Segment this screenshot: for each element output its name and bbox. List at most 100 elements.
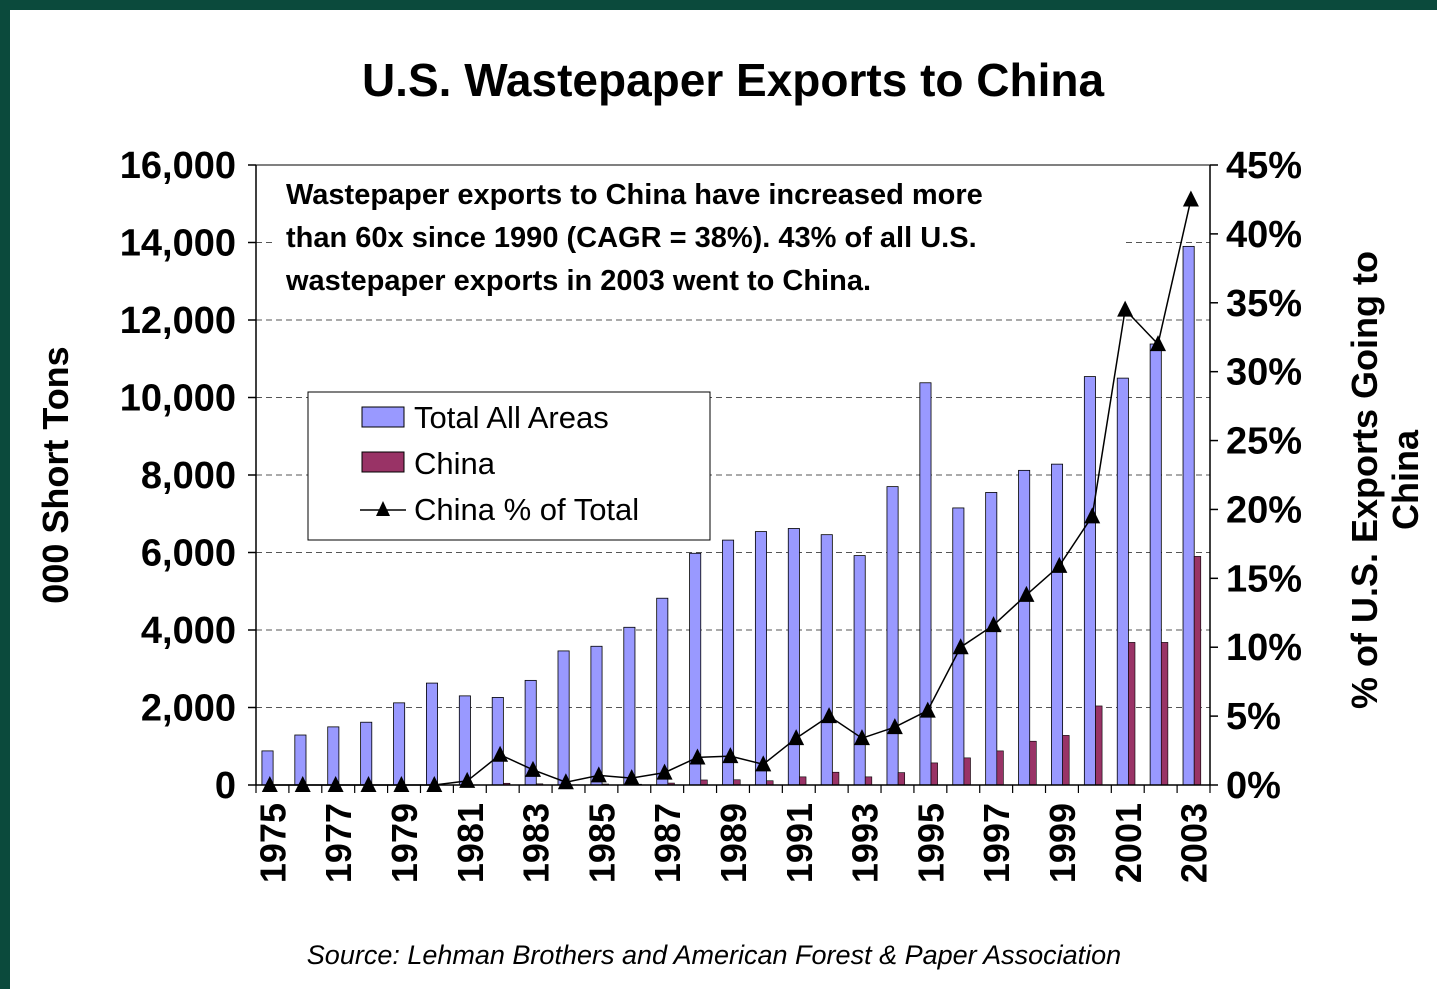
x-tick-label: 1993 bbox=[845, 803, 886, 883]
legend: Total All Areas China China % of Total bbox=[307, 391, 711, 541]
bar-total-1984 bbox=[557, 650, 570, 786]
bar-total-1976 bbox=[294, 734, 307, 786]
point-china-share-1995 bbox=[919, 701, 936, 718]
legend-label-total: Total All Areas bbox=[414, 400, 609, 435]
bar-total-1999 bbox=[1051, 463, 1064, 786]
annotation-line-2: than 60x since 1990 (CAGR = 38%). 43% of… bbox=[286, 222, 977, 254]
legend-swatch-china bbox=[361, 451, 405, 473]
bar-total-1977 bbox=[327, 726, 340, 786]
x-tick-label: 2003 bbox=[1174, 803, 1215, 883]
bar-total-1981 bbox=[458, 695, 471, 786]
legend-label-share: China % of Total bbox=[414, 492, 639, 527]
bar-china-1994 bbox=[897, 772, 906, 786]
chart-title: U.S. Wastepaper Exports to China bbox=[362, 54, 1105, 106]
point-china-share-1999 bbox=[1051, 556, 1068, 573]
x-tick-label: 1985 bbox=[581, 803, 622, 883]
annotation-line-1: Wastepaper exports to China have increas… bbox=[286, 179, 983, 211]
bar-china-2002 bbox=[1161, 642, 1169, 786]
point-china-share-1987 bbox=[656, 763, 673, 780]
bar-total-1995 bbox=[919, 382, 932, 786]
bar-china-1991 bbox=[799, 776, 807, 786]
bar-china-1993 bbox=[864, 776, 873, 786]
point-china-share-2000 bbox=[1084, 507, 1101, 524]
bar-total-1991 bbox=[787, 528, 800, 786]
y2-tick-label: 5% bbox=[1226, 696, 1281, 738]
point-china-share-2003 bbox=[1182, 190, 1199, 207]
point-china-share-1985 bbox=[590, 766, 607, 783]
point-china-share-1978 bbox=[360, 776, 377, 792]
bar-china-2000 bbox=[1095, 705, 1103, 786]
point-china-share-1982 bbox=[492, 745, 509, 762]
y2-tick-label: 20% bbox=[1226, 489, 1302, 531]
bar-total-1989 bbox=[722, 539, 735, 786]
y-tick-label: 4,000 bbox=[141, 610, 236, 652]
y-tick-label: 16,000 bbox=[120, 145, 236, 187]
x-tick-label: 1983 bbox=[516, 803, 557, 883]
bar-china-1999 bbox=[1062, 735, 1070, 786]
x-tick-label: 1977 bbox=[318, 803, 359, 883]
y-axis-title: 000 Short Tons bbox=[35, 346, 76, 603]
x-tick-label: 1999 bbox=[1042, 803, 1083, 883]
bar-total-2002 bbox=[1149, 343, 1162, 786]
annotation-background bbox=[276, 175, 1124, 303]
point-china-share-2001 bbox=[1117, 300, 1134, 317]
y2-tick-label: 35% bbox=[1226, 283, 1302, 325]
point-china-share-1981 bbox=[459, 771, 476, 788]
line-series bbox=[261, 190, 1199, 792]
point-china-share-1979 bbox=[393, 776, 410, 792]
x-tick-label: 2001 bbox=[1108, 803, 1149, 883]
bar-china-1996 bbox=[963, 757, 971, 786]
y2-axis-title-line2: China bbox=[1385, 429, 1426, 530]
bar-china-1995 bbox=[930, 762, 938, 786]
bar-china-2003 bbox=[1193, 556, 1202, 786]
point-china-share-1977 bbox=[327, 776, 344, 792]
y-tick-label: 6,000 bbox=[141, 533, 236, 575]
slide-canvas: U.S. Wastepaper Exports to China 0 2,000 4… bbox=[10, 10, 1437, 989]
point-china-share-1989 bbox=[722, 747, 739, 764]
annotation-line-3: wastepaper exports in 2003 went to China… bbox=[285, 265, 871, 297]
y-tick-label: 0 bbox=[215, 765, 236, 807]
y-tick-label: 10,000 bbox=[120, 378, 236, 420]
bar-total-2001 bbox=[1116, 377, 1129, 786]
source-note: Source: Lehman Brothers and American For… bbox=[307, 940, 1121, 970]
x-tick-label: 1995 bbox=[910, 803, 951, 883]
bar-china-1998 bbox=[1029, 740, 1037, 786]
point-china-share-1988 bbox=[689, 748, 706, 765]
y-tick-label: 2,000 bbox=[141, 688, 236, 730]
legend-triangle-marker bbox=[376, 501, 390, 516]
point-china-share-1994 bbox=[886, 718, 903, 735]
bar-china-1997 bbox=[996, 750, 1004, 786]
bar-total-1987 bbox=[656, 597, 669, 786]
bar-total-1997 bbox=[985, 492, 998, 786]
x-tick-label: 1997 bbox=[976, 803, 1017, 883]
x-tick-label: 1981 bbox=[450, 803, 491, 883]
point-china-share-1997 bbox=[985, 616, 1002, 633]
y2-tick-label: 30% bbox=[1226, 352, 1302, 394]
annotation-box: Wastepaper exports to China have increas… bbox=[276, 175, 1124, 303]
point-china-share-1991 bbox=[788, 729, 805, 746]
bar-total-1978 bbox=[360, 721, 373, 786]
y2-tick-label: 40% bbox=[1226, 214, 1302, 256]
bar-total-1979 bbox=[393, 702, 406, 786]
point-china-share-1998 bbox=[1018, 585, 1035, 602]
y-tick-label: 12,000 bbox=[120, 300, 236, 342]
y-tick-label: 14,000 bbox=[120, 223, 236, 265]
bar-total-1998 bbox=[1018, 469, 1031, 786]
bar-china-1989 bbox=[733, 779, 741, 786]
y2-tick-label: 10% bbox=[1226, 627, 1302, 669]
bar-series bbox=[261, 245, 1202, 786]
point-china-share-2002 bbox=[1150, 335, 1167, 352]
x-tick-label: 1987 bbox=[647, 803, 688, 883]
chart-svg: U.S. Wastepaper Exports to China 0 2,000 4… bbox=[35, 54, 1426, 970]
bar-total-1990 bbox=[754, 531, 767, 786]
point-china-share-1993 bbox=[853, 729, 870, 746]
point-china-share-1986 bbox=[623, 769, 640, 786]
y2-tick-label: 25% bbox=[1226, 421, 1302, 463]
bar-total-1982 bbox=[491, 697, 504, 786]
x-tick-label: 1975 bbox=[252, 803, 293, 883]
legend-swatch-total bbox=[361, 406, 405, 428]
y2-tick-label: 45% bbox=[1226, 145, 1302, 187]
point-china-share-1975 bbox=[261, 776, 278, 792]
legend-label-china: China bbox=[414, 446, 496, 481]
bar-total-1988 bbox=[689, 552, 702, 786]
